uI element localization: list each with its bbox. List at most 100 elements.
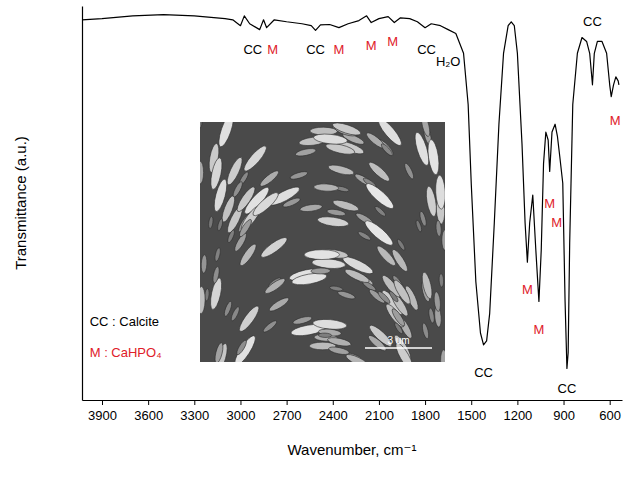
peak-label: CC (306, 42, 325, 57)
inset-flake (433, 291, 441, 311)
key-notes: CC : CalciteM : CaHPO₄ (90, 314, 162, 361)
x-tick-label: 900 (553, 408, 575, 423)
inset-flake (318, 333, 332, 338)
inset-flake (250, 190, 281, 219)
inset-flake (213, 342, 224, 362)
inset-flake (396, 238, 406, 251)
inset-flake (312, 318, 347, 330)
x-tick: 3000 (227, 400, 256, 423)
inset-flake (390, 248, 410, 274)
inset-flake (428, 308, 435, 324)
inset-flake (440, 350, 445, 362)
x-tick: 1800 (411, 400, 440, 423)
inset-flake (236, 304, 261, 334)
peak-label: CC (243, 42, 262, 57)
inset-flake (328, 345, 350, 355)
inset-flake (241, 143, 269, 174)
inset-flake (226, 229, 235, 243)
inset-flake (313, 133, 348, 146)
peak-label: M (534, 322, 545, 337)
inset-image (200, 122, 445, 362)
x-tick-mark (240, 400, 241, 405)
inset-flake (259, 235, 290, 261)
x-axis: 3900 3600 3300 3000 2700 2400 2100 1800 1500 1200… (83, 400, 623, 423)
inset-flake (327, 336, 352, 348)
inset-flake (268, 296, 291, 314)
x-tick: 3300 (180, 400, 209, 423)
peak-label: M (544, 196, 555, 211)
annotations: CCMCCMMMCCH₂OCCMMMMCCCCM (243, 14, 620, 395)
x-tick-label: 3300 (180, 408, 209, 423)
inset-flake (235, 339, 248, 356)
inset-flake (200, 161, 204, 184)
x-tick: 1500 (457, 400, 486, 423)
inset-flake (442, 230, 445, 250)
inset-flake (263, 276, 287, 296)
chart-svg: 3 um 3900 3600 3300 3000 2700 2400 2100 1800 1500… (0, 0, 636, 489)
x-tick: 600 (599, 400, 621, 423)
peak-label: CC (558, 381, 577, 396)
x-tick: 3600 (134, 400, 163, 423)
plot-area (82, 15, 619, 369)
peak-label: M (267, 42, 278, 57)
inset-flake (327, 163, 354, 177)
inset-flake (403, 162, 415, 180)
inset-flake (420, 271, 434, 299)
inset-flake (200, 286, 205, 313)
x-tick-mark (148, 400, 149, 405)
y-axis-title: Transmittance (a.u.) (12, 136, 29, 270)
inset-flake (201, 255, 208, 274)
inset-flake (317, 215, 349, 228)
inset-flake (318, 328, 341, 337)
inset-flake (343, 267, 370, 285)
inset-texture (200, 122, 445, 362)
inset-flake (435, 220, 441, 237)
inset-flake (415, 220, 423, 233)
inset-flake (295, 147, 317, 157)
x-tick-label: 2100 (365, 408, 394, 423)
scale-bar (365, 347, 432, 349)
chart-root: 3 um 3900 3600 3300 3000 2700 2400 2100 1800 1500… (0, 0, 636, 489)
x-tick-label: 1200 (503, 408, 532, 423)
peak-label: M (551, 215, 562, 230)
y-axis-line (82, 7, 83, 401)
inset-flake (426, 139, 441, 176)
peak-label: CC (417, 42, 436, 57)
x-tick-mark (425, 400, 426, 405)
x-tick-label: 3900 (88, 408, 117, 423)
x-tick-label: 600 (599, 408, 621, 423)
x-tick-mark (471, 400, 472, 405)
inset-flake (258, 169, 280, 189)
scale-bar-label: 3 um (387, 335, 409, 346)
inset-flake (366, 160, 391, 184)
inset-flake (391, 278, 413, 306)
peak-label: H₂O (436, 54, 461, 69)
peak-label: M (387, 34, 398, 49)
inset-flake (289, 170, 308, 181)
inset-flake (439, 273, 444, 287)
x-tick-mark (564, 400, 565, 405)
y-axis (82, 7, 83, 401)
x-tick: 2100 (365, 400, 394, 423)
x-tick-mark (333, 400, 334, 405)
inset-flake (331, 122, 362, 138)
inset-flake (363, 180, 396, 212)
x-tick-label: 2400 (319, 408, 348, 423)
inset-flake (212, 266, 221, 284)
inset-flake (200, 122, 202, 128)
inset-flake (332, 198, 360, 213)
inset-flake (262, 319, 278, 334)
peak-label: CC (474, 365, 493, 380)
inset-flake (380, 142, 394, 157)
inset-flake (314, 183, 339, 192)
inset-flake (362, 217, 396, 248)
spectrum-line (82, 15, 619, 369)
inset-flake (223, 300, 233, 317)
x-tick-mark (287, 400, 288, 405)
inset-flake (304, 250, 339, 260)
inset-flake (230, 306, 241, 322)
x-axis-title: Wavenumber, cm⁻¹ (287, 441, 416, 458)
x-tick-label: 2700 (273, 408, 302, 423)
inset-flake (374, 205, 387, 218)
inset-flake (292, 315, 313, 326)
